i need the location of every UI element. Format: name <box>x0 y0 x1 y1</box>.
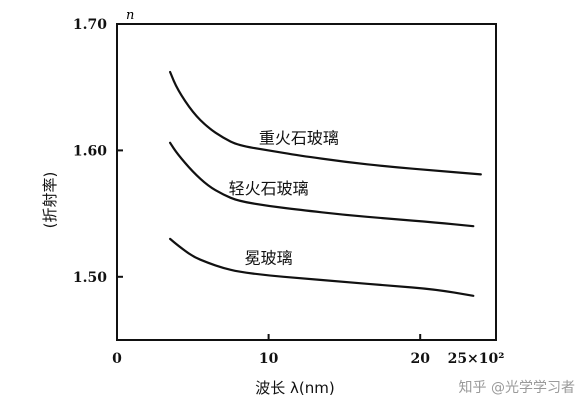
x-axis-ticks: 0 10 20 25×10² <box>112 334 504 367</box>
series-line <box>169 237 475 297</box>
series-line <box>169 70 482 176</box>
y-tick-label: 1.50 <box>73 270 107 286</box>
series-label: 重火石玻璃 <box>259 128 339 147</box>
series-label: 轻火石玻璃 <box>229 179 309 198</box>
y-axis-symbol: n <box>126 8 134 23</box>
series-line <box>169 141 475 228</box>
plot-frame <box>116 23 497 341</box>
x-tick-label: 10 <box>259 351 279 367</box>
y-tick-label: 1.60 <box>73 143 107 159</box>
series-label: 冕玻璃 <box>245 249 293 268</box>
x-tick-label: 0 <box>112 351 122 367</box>
x-axis-title: 波长 λ(nm) <box>255 379 334 397</box>
watermark-text: 知乎 @光学学习者 <box>459 379 575 396</box>
y-axis-title: (折射率) <box>41 172 59 229</box>
y-axis-ticks: 1.50 1.60 1.70 <box>73 17 123 286</box>
x-tick-label: 20 <box>410 351 430 367</box>
y-tick-label: 1.70 <box>73 17 107 33</box>
series-lines <box>169 70 482 297</box>
x-tick-label: 25×10² <box>448 351 505 367</box>
